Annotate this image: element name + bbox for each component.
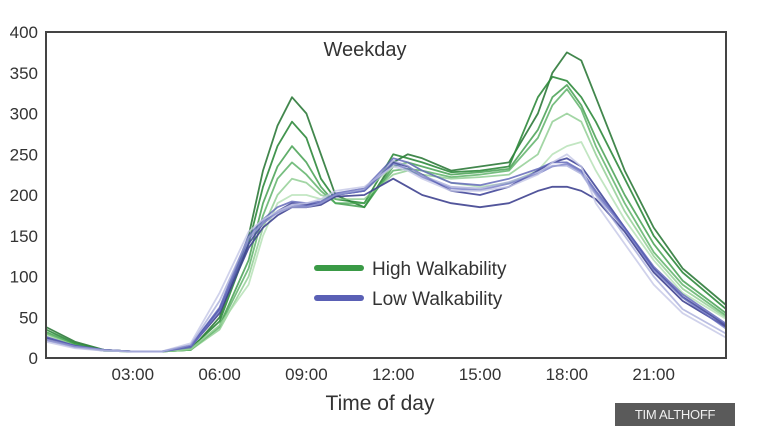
y-tick-label: 0	[29, 349, 38, 368]
x-tick-label: 09:00	[285, 365, 328, 384]
x-axis-ticks: 03:00 06:00 09:00 12:00 15:00 18:00 21:00	[112, 365, 675, 384]
y-tick-label: 300	[10, 105, 38, 124]
watermark-credit: TIM ALTHOFF	[615, 403, 735, 426]
y-tick-label: 50	[19, 308, 38, 327]
chart-title: Weekday	[323, 39, 406, 61]
high-walkability-line-5	[45, 141, 727, 353]
series-layer	[45, 51, 727, 353]
x-tick-label: 18:00	[546, 365, 589, 384]
legend: High Walkability Low Walkability	[314, 259, 507, 310]
low-walkability-line-8	[45, 157, 727, 353]
x-tick-label: 21:00	[632, 365, 675, 384]
x-tick-label: 15:00	[459, 365, 502, 384]
y-tick-label: 250	[10, 145, 38, 164]
y-tick-label: 150	[10, 227, 38, 246]
x-tick-label: 03:00	[112, 365, 155, 384]
low-walkability-line-11	[45, 159, 727, 353]
x-axis-label: Time of day	[326, 392, 435, 415]
low-walkability-line-10	[45, 153, 727, 353]
high-walkability-line-3	[45, 88, 727, 353]
legend-label-low: Low Walkability	[372, 289, 503, 310]
high-walkability-line-1	[45, 75, 727, 353]
y-tick-label: 200	[10, 186, 38, 205]
y-tick-label: 400	[10, 23, 38, 42]
low-walkability-line-6	[45, 157, 727, 353]
y-tick-label: 350	[10, 64, 38, 83]
x-tick-label: 06:00	[198, 365, 241, 384]
legend-label-high: High Walkability	[372, 259, 507, 280]
plot-frame	[45, 31, 727, 359]
y-axis-ticks: 0 50 100 150 200 250 300 350 400	[10, 23, 38, 368]
high-walkability-line-4	[45, 112, 727, 353]
y-tick-label: 100	[10, 268, 38, 287]
x-tick-label: 12:00	[372, 365, 415, 384]
